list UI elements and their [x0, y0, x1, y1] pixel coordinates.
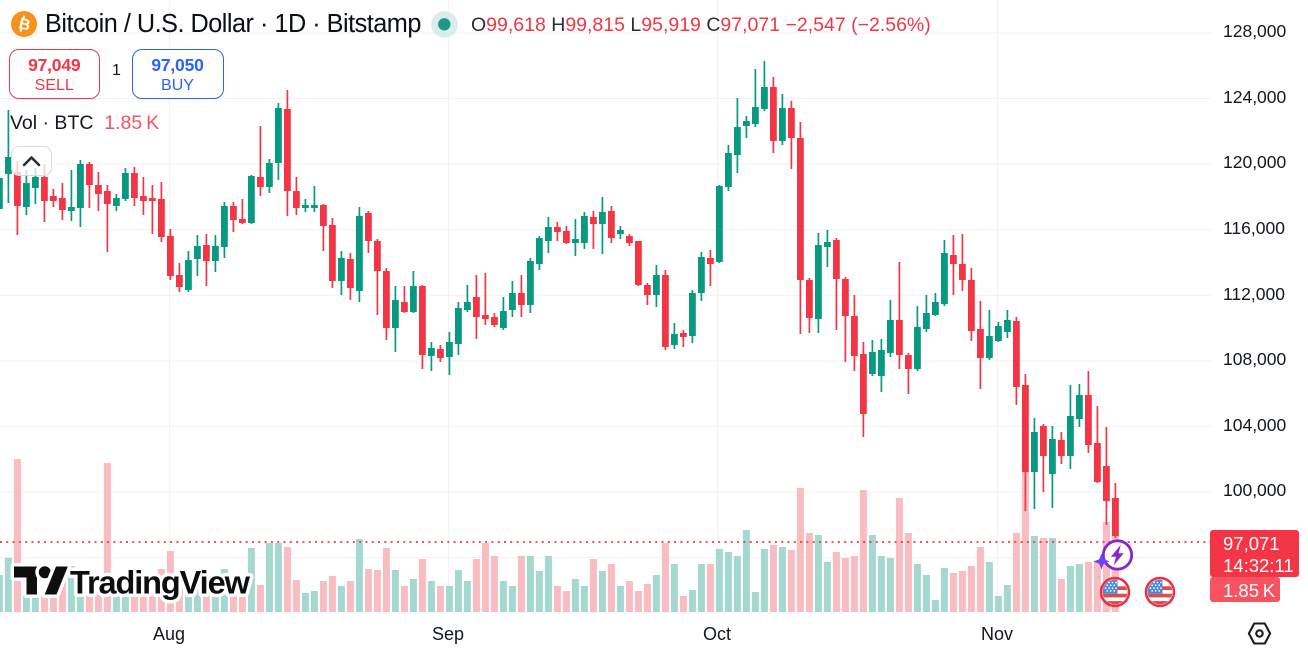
svg-text:B: B: [17, 15, 32, 34]
svg-text:TradingView: TradingView: [70, 565, 251, 601]
